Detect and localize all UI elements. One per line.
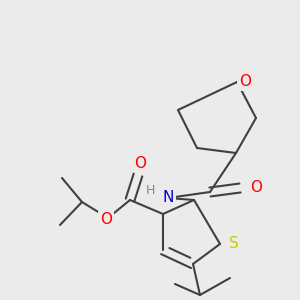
Text: N: N [162,190,174,206]
Text: O: O [100,212,112,227]
Text: O: O [239,74,251,89]
Text: O: O [134,155,146,170]
Text: H: H [145,184,155,196]
Text: S: S [229,236,239,251]
Text: O: O [250,181,262,196]
